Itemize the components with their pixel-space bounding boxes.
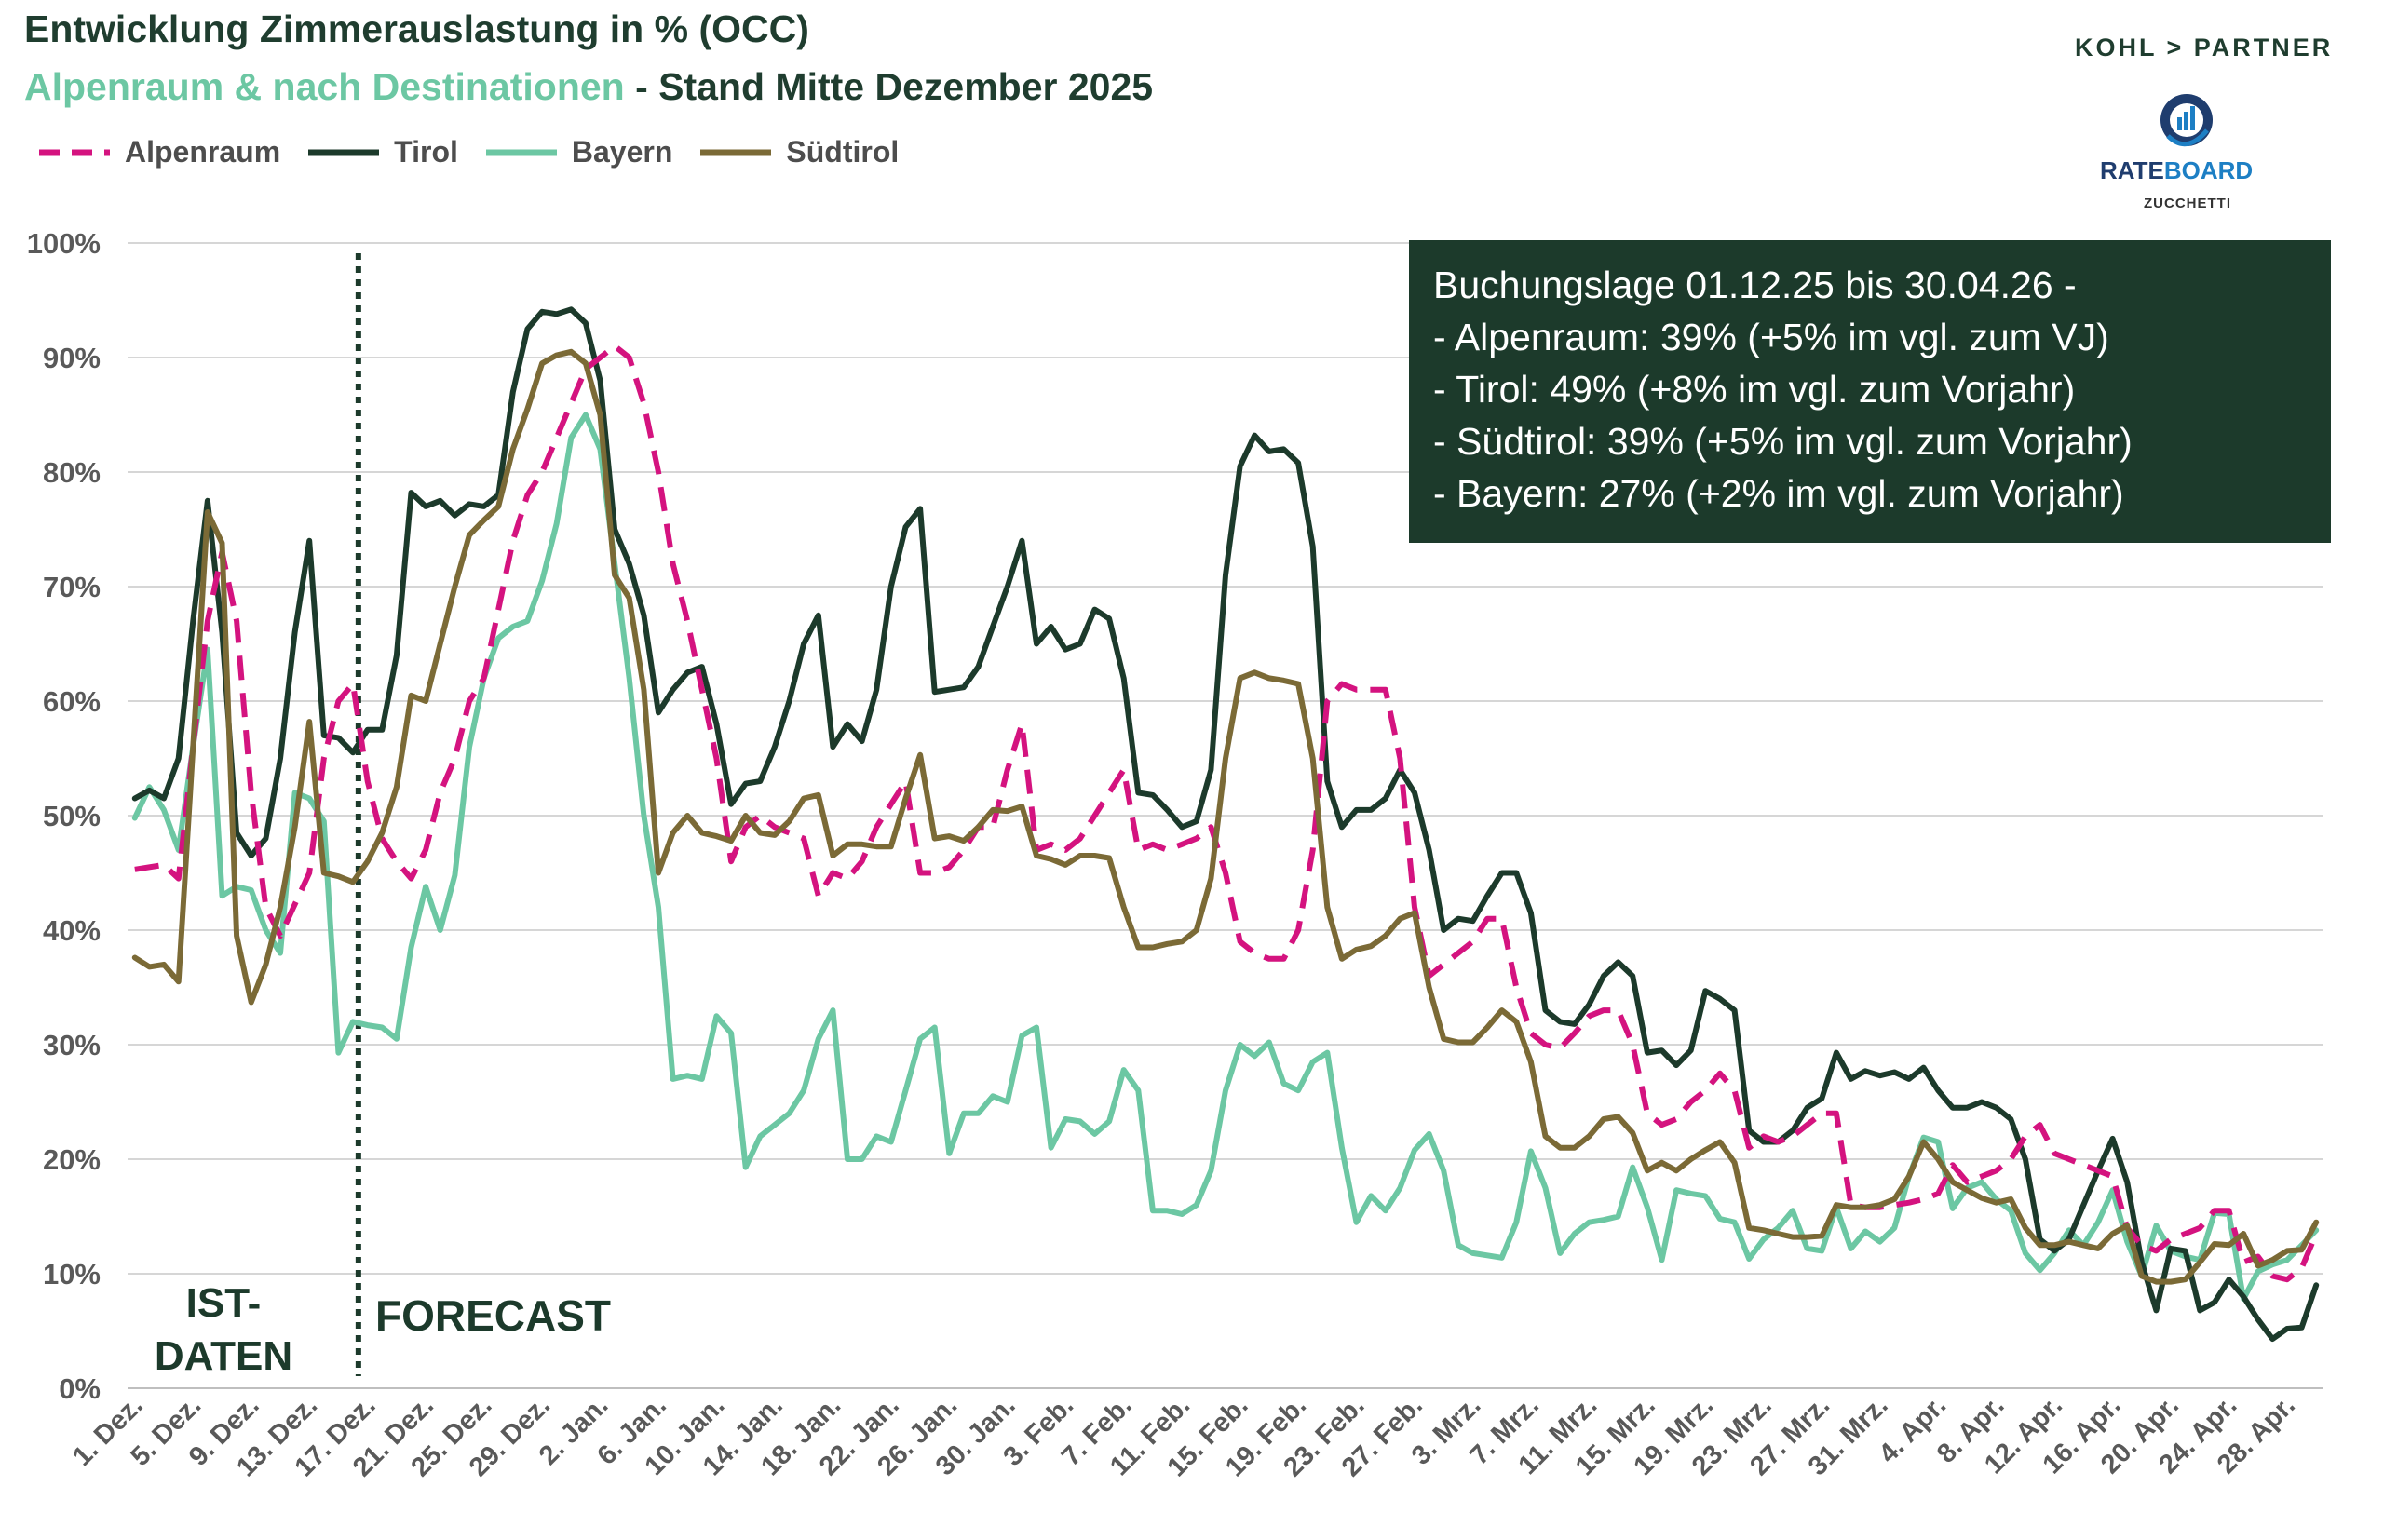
- series-line-bayern: [131, 412, 2320, 1303]
- summary-line-tirol: - Tirol: 49% (+8% im vgl. zum Vorjahr): [1433, 368, 2076, 411]
- y-tick-label: 80%: [43, 456, 101, 489]
- legend-swatch-suedtirol: [700, 149, 772, 155]
- legend-swatch-tirol: [308, 149, 380, 155]
- chart-title: Entwicklung Zimmerauslastung in % (OCC): [24, 7, 809, 50]
- y-tick-label: 20%: [43, 1143, 101, 1176]
- legend-label-alpenraum: Alpenraum: [125, 135, 281, 169]
- series-line-tirol: [131, 306, 2320, 1343]
- ist-daten-label-line1: IST-: [186, 1280, 262, 1326]
- legend-label-bayern: Bayern: [571, 135, 673, 169]
- legend-item-tirol: Tirol: [306, 135, 458, 169]
- rateboard-logo: RATEBOARD: [2100, 156, 2253, 185]
- legend-item-suedtirol: Südtirol: [698, 135, 899, 169]
- zucchetti-logo: ZUCCHETTI: [2144, 196, 2231, 211]
- y-tick-label: 0%: [59, 1372, 101, 1405]
- kohl-partner-logo: KOHL > PARTNER: [2075, 34, 2334, 61]
- subtitle-date: - Stand Mitte Dezember 2025: [624, 65, 1154, 108]
- rateboard-emblem-icon: [2160, 94, 2213, 147]
- rateboard-text-board: BOARD: [2163, 156, 2254, 184]
- y-tick-label: 50%: [43, 800, 101, 832]
- y-tick-label: 70%: [43, 571, 101, 603]
- y-tick-label: 10%: [43, 1258, 101, 1290]
- booking-summary-box: Buchungslage 01.12.25 bis 30.04.26 - - A…: [1409, 240, 2331, 543]
- rateboard-text-rate: RATE: [2100, 156, 2164, 184]
- series-line-suedtirol: [131, 348, 2320, 1285]
- chart-subtitle: Alpenraum & nach Destinationen - Stand M…: [24, 65, 1153, 109]
- summary-line-suedtirol: - Südtirol: 39% (+5% im vgl. zum Vorjahr…: [1433, 420, 2133, 463]
- legend-swatch-bayern: [485, 149, 557, 155]
- legend-item-bayern: Bayern: [484, 135, 673, 169]
- summary-line-bayern: - Bayern: 27% (+2% im vgl. zum Vorjahr): [1433, 472, 2124, 515]
- y-tick-label: 100%: [27, 227, 101, 260]
- legend-item-alpenraum: Alpenraum: [37, 135, 280, 169]
- y-tick-label: 60%: [43, 685, 101, 718]
- y-tick-label: 30%: [43, 1029, 101, 1061]
- summary-line-alpenraum: - Alpenraum: 39% (+5% im vgl. zum VJ): [1433, 316, 2109, 358]
- legend-label-tirol: Tirol: [394, 135, 458, 169]
- legend-label-suedtirol: Südtirol: [786, 135, 900, 169]
- legend: Alpenraum Tirol Bayern Südtirol: [37, 135, 925, 169]
- summary-line-header: Buchungslage 01.12.25 bis 30.04.26 -: [1433, 263, 2077, 306]
- y-tick-label: 90%: [43, 342, 101, 374]
- legend-swatch-alpenraum: [39, 149, 110, 155]
- subtitle-region: Alpenraum & nach Destinationen: [24, 65, 625, 108]
- ist-daten-label-line2: DATEN: [155, 1333, 292, 1379]
- y-tick-label: 40%: [43, 914, 101, 947]
- forecast-label: FORECAST: [375, 1291, 611, 1340]
- series-line-alpenraum: [134, 343, 2319, 1283]
